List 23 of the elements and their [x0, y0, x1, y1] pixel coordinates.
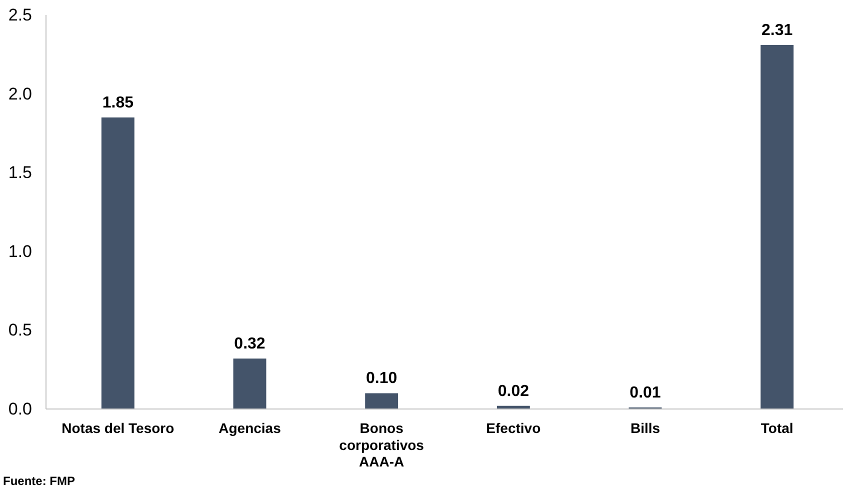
y-tick-label: 0.0 — [8, 399, 32, 418]
y-tick-label: 1.0 — [8, 242, 32, 261]
x-tick-label: Agencias — [218, 420, 282, 436]
x-tick-label: Bonos corporativos AAA-A — [339, 420, 424, 470]
data-label: 0.10 — [366, 370, 398, 388]
y-tick-label: 1.5 — [8, 163, 32, 182]
data-label: 0.02 — [498, 382, 530, 400]
y-tick-label: 0.5 — [8, 320, 32, 340]
y-tick-label: 2.0 — [8, 84, 32, 104]
x-tick-label: Total — [760, 420, 794, 436]
bar — [760, 44, 794, 409]
source-note: Fuente: FMP — [3, 474, 75, 488]
data-label: 0.01 — [630, 384, 661, 402]
bar — [233, 358, 266, 409]
x-tick-label: Efectivo — [486, 420, 541, 436]
x-tick-label: Bills — [630, 420, 660, 436]
x-tick-label: Notas del Tesoro — [62, 420, 174, 436]
y-tick-label: 2.5 — [8, 5, 32, 24]
bar — [101, 117, 134, 409]
bar — [365, 393, 398, 409]
data-label: 1.85 — [102, 94, 134, 112]
data-label: 0.32 — [234, 336, 266, 353]
data-label: 2.31 — [762, 22, 793, 39]
